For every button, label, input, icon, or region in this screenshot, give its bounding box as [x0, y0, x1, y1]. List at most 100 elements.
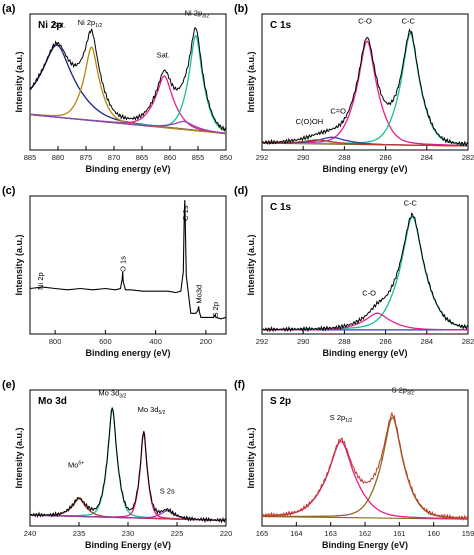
envelope-line-d	[262, 212, 468, 333]
plot-area-f	[262, 411, 468, 521]
plot-frame-c	[29, 195, 227, 335]
x-tick-label-d-2: 288	[338, 337, 351, 346]
peak-annotation-e-2: Mo 3d5/2	[138, 405, 166, 416]
x-tick-label-a-7: 850	[220, 153, 233, 162]
peak-annotation-c-2: C 1s	[181, 205, 190, 221]
panel-label-d: (d)	[234, 185, 248, 197]
panel-label-c: (c)	[2, 185, 16, 197]
envelope-line-e	[30, 406, 226, 524]
component-peak-a-4	[30, 113, 226, 135]
panel-a: (a) Ni 2p 885 880 875 870 865 860 855 850 Binding …	[2, 3, 232, 174]
plot-frame-f	[261, 389, 469, 527]
x-tick-label-e-1: 235	[73, 529, 86, 538]
peak-annotation-a-2: Sat.	[157, 51, 170, 60]
component-peak-e-0	[30, 406, 226, 522]
peak-annotation-c-1: O 1s	[119, 256, 128, 272]
x-axis-title-a: Binding energy (eV)	[85, 164, 170, 174]
x-tick-label-c-0: 800	[49, 337, 62, 346]
panel-d: (d) C 1s 292 290 288 286 284 282 Binding energy …	[234, 185, 474, 358]
x-tick-label-d-3: 286	[379, 337, 392, 346]
x-axis-title-b: Binding energy (eV)	[322, 164, 407, 174]
x-tick-label-b-5: 282	[462, 153, 474, 162]
x-tick-label-d-1: 290	[297, 337, 310, 346]
x-tick-label-b-4: 284	[421, 153, 434, 162]
peak-annotation-f-1: S 2p3/2	[392, 386, 415, 397]
panel-title-e: Mo 3d	[38, 396, 67, 407]
panel-title-f: S 2p	[270, 396, 291, 407]
envelope-line-f	[262, 411, 468, 521]
x-tick-label-a-2: 875	[80, 153, 93, 162]
x-tick-label-c-3: 200	[200, 337, 213, 346]
peak-annotation-c-0: Ni 2p	[36, 272, 45, 290]
peak-annotation-c-3: Mo3d	[195, 285, 204, 304]
y-axis-title-d: Intensity (a.u.)	[246, 234, 256, 295]
x-tick-label-f-4: 161	[393, 529, 406, 538]
x-tick-label-b-3: 286	[379, 153, 392, 162]
plot-frame-b	[261, 13, 469, 151]
x-axis-title-c: Binding energy (eV)	[85, 348, 170, 358]
component-peak-b-1	[262, 32, 468, 146]
x-tick-label-a-3: 870	[108, 153, 121, 162]
x-tick-label-e-2: 230	[122, 529, 135, 538]
x-tick-label-d-4: 284	[421, 337, 434, 346]
panel-b: (b) C 1s 292 290 288 286 284 282 Binding energy …	[234, 3, 474, 174]
peak-annotation-b-3: C(O)OH	[296, 117, 324, 126]
plot-area-d	[262, 212, 468, 333]
peak-annotation-b-2: C=O	[330, 106, 346, 115]
peak-annotation-f-0: S 2p1/2	[330, 413, 353, 424]
x-tick-label-a-5: 860	[164, 153, 177, 162]
panel-title-b: C 1s	[270, 20, 292, 31]
x-tick-label-f-3: 162	[359, 529, 372, 538]
panel-c: (c) 800 600 400 200 Binding energy (eV) Intens…	[2, 185, 227, 358]
x-tick-label-e-4: 220	[220, 529, 233, 538]
component-peak-a-0	[30, 44, 226, 135]
spectrum-line-c	[30, 200, 226, 320]
x-tick-label-c-2: 400	[149, 337, 162, 346]
component-peak-a-3	[30, 34, 226, 132]
envelope-line-b	[262, 28, 468, 147]
x-tick-label-f-5: 160	[427, 529, 440, 538]
plot-frame-d	[261, 195, 469, 335]
x-tick-label-f-2: 163	[324, 529, 337, 538]
panel-label-e: (e)	[2, 379, 16, 391]
component-peak-f-1	[262, 416, 468, 519]
plot-area-a	[30, 26, 226, 135]
x-tick-label-f-1: 164	[290, 529, 303, 538]
x-tick-label-b-0: 292	[256, 153, 269, 162]
y-axis-title-a: Intensity (a.u.)	[14, 51, 24, 112]
plot-area-e	[30, 406, 226, 524]
peak-annotation-a-1: Ni 2p1/2	[78, 18, 103, 29]
x-tick-label-d-5: 282	[462, 337, 474, 346]
x-axis-title-f: Binding Energy (eV)	[322, 540, 408, 550]
peak-annotation-a-3: Ni 2p3/2	[185, 8, 210, 19]
peak-annotation-e-0: Mo6+	[68, 461, 84, 470]
panel-label-a: (a)	[2, 3, 16, 15]
x-tick-label-e-0: 240	[24, 529, 37, 538]
x-tick-label-c-1: 600	[99, 337, 112, 346]
panel-title-a: Ni 2p	[38, 20, 62, 31]
y-axis-title-e: Intensity (a.u.)	[14, 427, 24, 488]
component-peak-b-0	[262, 40, 468, 147]
x-tick-label-d-0: 292	[256, 337, 269, 346]
peak-annotation-b-0: C-O	[358, 17, 372, 26]
x-tick-label-a-4: 865	[136, 153, 149, 162]
y-axis-title-f: Intensity (a.u.)	[246, 427, 256, 488]
x-axis-title-e: Binding Energy (eV)	[85, 540, 171, 550]
x-tick-label-b-2: 288	[338, 153, 351, 162]
component-peak-b-3	[262, 139, 468, 147]
plot-area-b	[262, 28, 468, 147]
peak-annotation-b-1: C-C	[402, 17, 416, 26]
x-tick-label-f-6: 159	[462, 529, 474, 538]
component-peak-a-1	[30, 46, 226, 135]
x-tick-label-b-1: 290	[297, 153, 310, 162]
plot-area-c	[30, 200, 226, 320]
x-axis-title-d: Binding energy (eV)	[322, 348, 407, 358]
panel-e: (e) Mo 3d 240 235 230 225 220 Binding Energy (e…	[2, 379, 232, 550]
y-axis-title-b: Intensity (a.u.)	[246, 51, 256, 112]
panel-label-f: (f)	[234, 379, 245, 391]
y-axis-title-c: Intensity (a.u.)	[14, 234, 24, 295]
peak-annotation-e-3: S 2s	[160, 486, 175, 495]
x-tick-label-a-6: 855	[192, 153, 205, 162]
